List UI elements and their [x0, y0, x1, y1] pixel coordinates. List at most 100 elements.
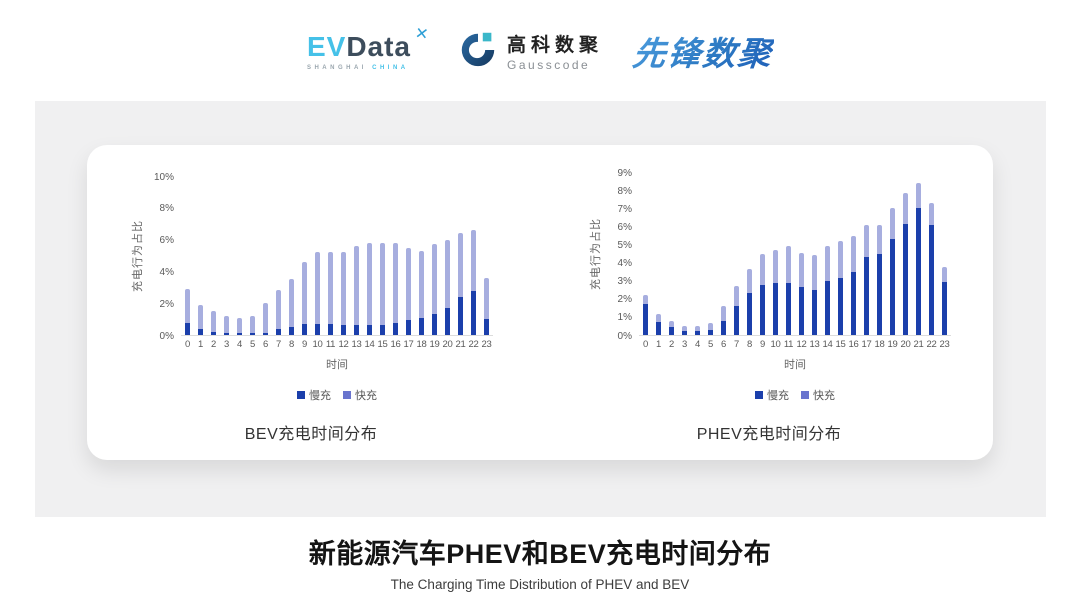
y-axis-title-wrap: 充电行为占比: [129, 176, 145, 336]
x-tick-label: 2: [211, 339, 216, 350]
x-tick-label: 8: [289, 339, 294, 350]
x-tick-label: 23: [939, 339, 950, 350]
chart-title: PHEV充电时间分布: [696, 426, 842, 443]
phev-chart-body: 充电行为占比 0% 1% 2% 3% 4% 5% 6% 7% 8% 9%: [587, 168, 951, 342]
y-axis-ticks: 0% 1% 2% 3% 4% 5% 6% 7% 8% 9%: [603, 168, 639, 342]
y-tick-label: 6%: [159, 235, 174, 247]
x-tick-label: 0: [643, 339, 648, 350]
x-tick-label: 18: [416, 339, 427, 350]
bar-segment-slow: [721, 321, 726, 335]
bar-column: [402, 247, 415, 335]
bar-column: [639, 295, 652, 335]
x-axis-title: 时间: [326, 359, 348, 371]
bar-segment-fast: [734, 286, 739, 306]
x-tick-label: 11: [783, 339, 794, 350]
bar-segment-fast: [747, 268, 752, 294]
x-tick-label: 15: [377, 339, 388, 350]
y-tick-label: 4%: [159, 266, 174, 278]
bar-segment-slow: [263, 332, 268, 335]
bar-segment-slow: [903, 223, 908, 335]
evdata-shanghai-text: SHANGHAI: [306, 65, 367, 71]
bar-column: [389, 242, 402, 335]
bar-segment-fast: [328, 252, 333, 324]
x-tick-label: 15: [835, 339, 846, 350]
bar-column: [886, 208, 899, 335]
legend-label: 慢充: [309, 390, 331, 402]
bar-segment-slow: [380, 324, 385, 335]
bar-segment-fast: [643, 295, 648, 305]
bar-segment-slow: [864, 257, 869, 335]
bar-segment-fast: [302, 261, 307, 324]
x-tick-label: 12: [796, 339, 807, 350]
evdata-china-text: CHINA: [372, 65, 409, 71]
bar-column: [691, 326, 704, 335]
bar-segment-fast: [393, 242, 398, 324]
x-tick-label: 17: [403, 339, 414, 350]
bar-column: [912, 182, 925, 335]
bar-segment-fast: [760, 254, 765, 286]
gausscode-g-icon: [457, 28, 499, 75]
legend-swatch-icon: [801, 391, 809, 399]
y-tick-label: 0%: [617, 330, 632, 342]
bar-column: [652, 314, 665, 335]
bar-segment-fast: [903, 192, 908, 224]
bar-column: [769, 249, 782, 335]
legend-item: 慢充: [297, 387, 331, 403]
bar-segment-slow: [367, 324, 372, 335]
bar-segment-slow: [734, 306, 739, 335]
x-tick-label: 22: [926, 339, 937, 350]
x-tick-label: 10: [312, 339, 323, 350]
x-tick-label: 19: [887, 339, 898, 350]
x-tick-label: 8: [747, 339, 752, 350]
bar-segment-slow: [458, 296, 463, 335]
bar-segment-slow: [237, 333, 242, 335]
y-axis-title: 充电行为占比: [132, 220, 144, 292]
bar-segment-fast: [773, 249, 778, 283]
evdata-subtext: SHANGHAI CHINA: [307, 65, 409, 71]
y-tick-label: 7%: [617, 203, 632, 215]
bar-segment-slow: [747, 293, 752, 335]
bar-segment-slow: [890, 239, 895, 335]
bar-column: [730, 286, 743, 335]
bar-segment-fast: [250, 315, 255, 334]
bar-column: [704, 323, 717, 335]
gausscode-text: 高科数聚 Gausscode: [507, 30, 603, 72]
bar-column: [376, 242, 389, 335]
bar-column: [246, 315, 259, 335]
bar-segment-fast: [721, 306, 726, 322]
bar-segment-slow: [276, 329, 281, 335]
charts-row: 充电行为占比 0% 2% 4% 6% 8% 10% 0 1 2 3 4 5 6 7 8 9 10 11 12 13 1…: [87, 168, 993, 460]
evdata-logo: EVData ✕ SHANGHAI CHINA: [306, 25, 430, 71]
footer-title-block: 新能源汽车PHEV和BEV充电时间分布 The Charging Time Di…: [0, 532, 1080, 592]
x-tick-label: 13: [351, 339, 362, 350]
bar-segment-slow: [760, 285, 765, 335]
bar-segment-slow: [341, 324, 346, 335]
evdata-data-text: Data: [346, 31, 412, 62]
y-tick-label: 8%: [159, 203, 174, 215]
bev-chart-body: 充电行为占比 0% 2% 4% 6% 8% 10%: [129, 172, 493, 342]
bar-segment-slow: [773, 282, 778, 335]
bar-column: [756, 254, 769, 335]
bar-segment-slow: [799, 287, 804, 335]
bar-column: [467, 230, 480, 335]
y-axis-ticks: 0% 2% 4% 6% 8% 10%: [145, 172, 181, 342]
legend: 慢充 快充: [181, 387, 493, 403]
legend-item: 快充: [801, 387, 835, 403]
bar-column: [324, 252, 337, 335]
bar-segment-fast: [812, 255, 817, 290]
bar-column: [925, 202, 938, 335]
y-tick-label: 2%: [617, 294, 632, 306]
bar-column: [363, 242, 376, 335]
below-axis: 0 1 2 3 4 5 6 7 8 9 10 11 12 13 14 15 16 17 18 19 20 21 22 23 时…: [639, 336, 951, 403]
bar-column: [938, 267, 951, 335]
evdata-wordmark: EVData ✕: [306, 25, 430, 63]
bar-segment-fast: [432, 244, 437, 314]
bar-segment-fast: [682, 326, 687, 331]
bar-column: [743, 268, 756, 335]
x-axis-ticks: 0 1 2 3 4 5 6 7 8 9 10 11 12 13 14 15 16 17 18 19 20 21 22 23: [181, 339, 493, 350]
evdata-ev-text: EV: [306, 31, 347, 62]
x-tick-label: 20: [900, 339, 911, 350]
y-tick-label: 4%: [617, 258, 632, 270]
phev-chart: 充电行为占比 0% 1% 2% 3% 4% 5% 6% 7% 8% 9% 0 1 2 3 4 5 6 7 8 9 10…: [587, 168, 951, 444]
bar-segment-slow: [354, 324, 359, 335]
